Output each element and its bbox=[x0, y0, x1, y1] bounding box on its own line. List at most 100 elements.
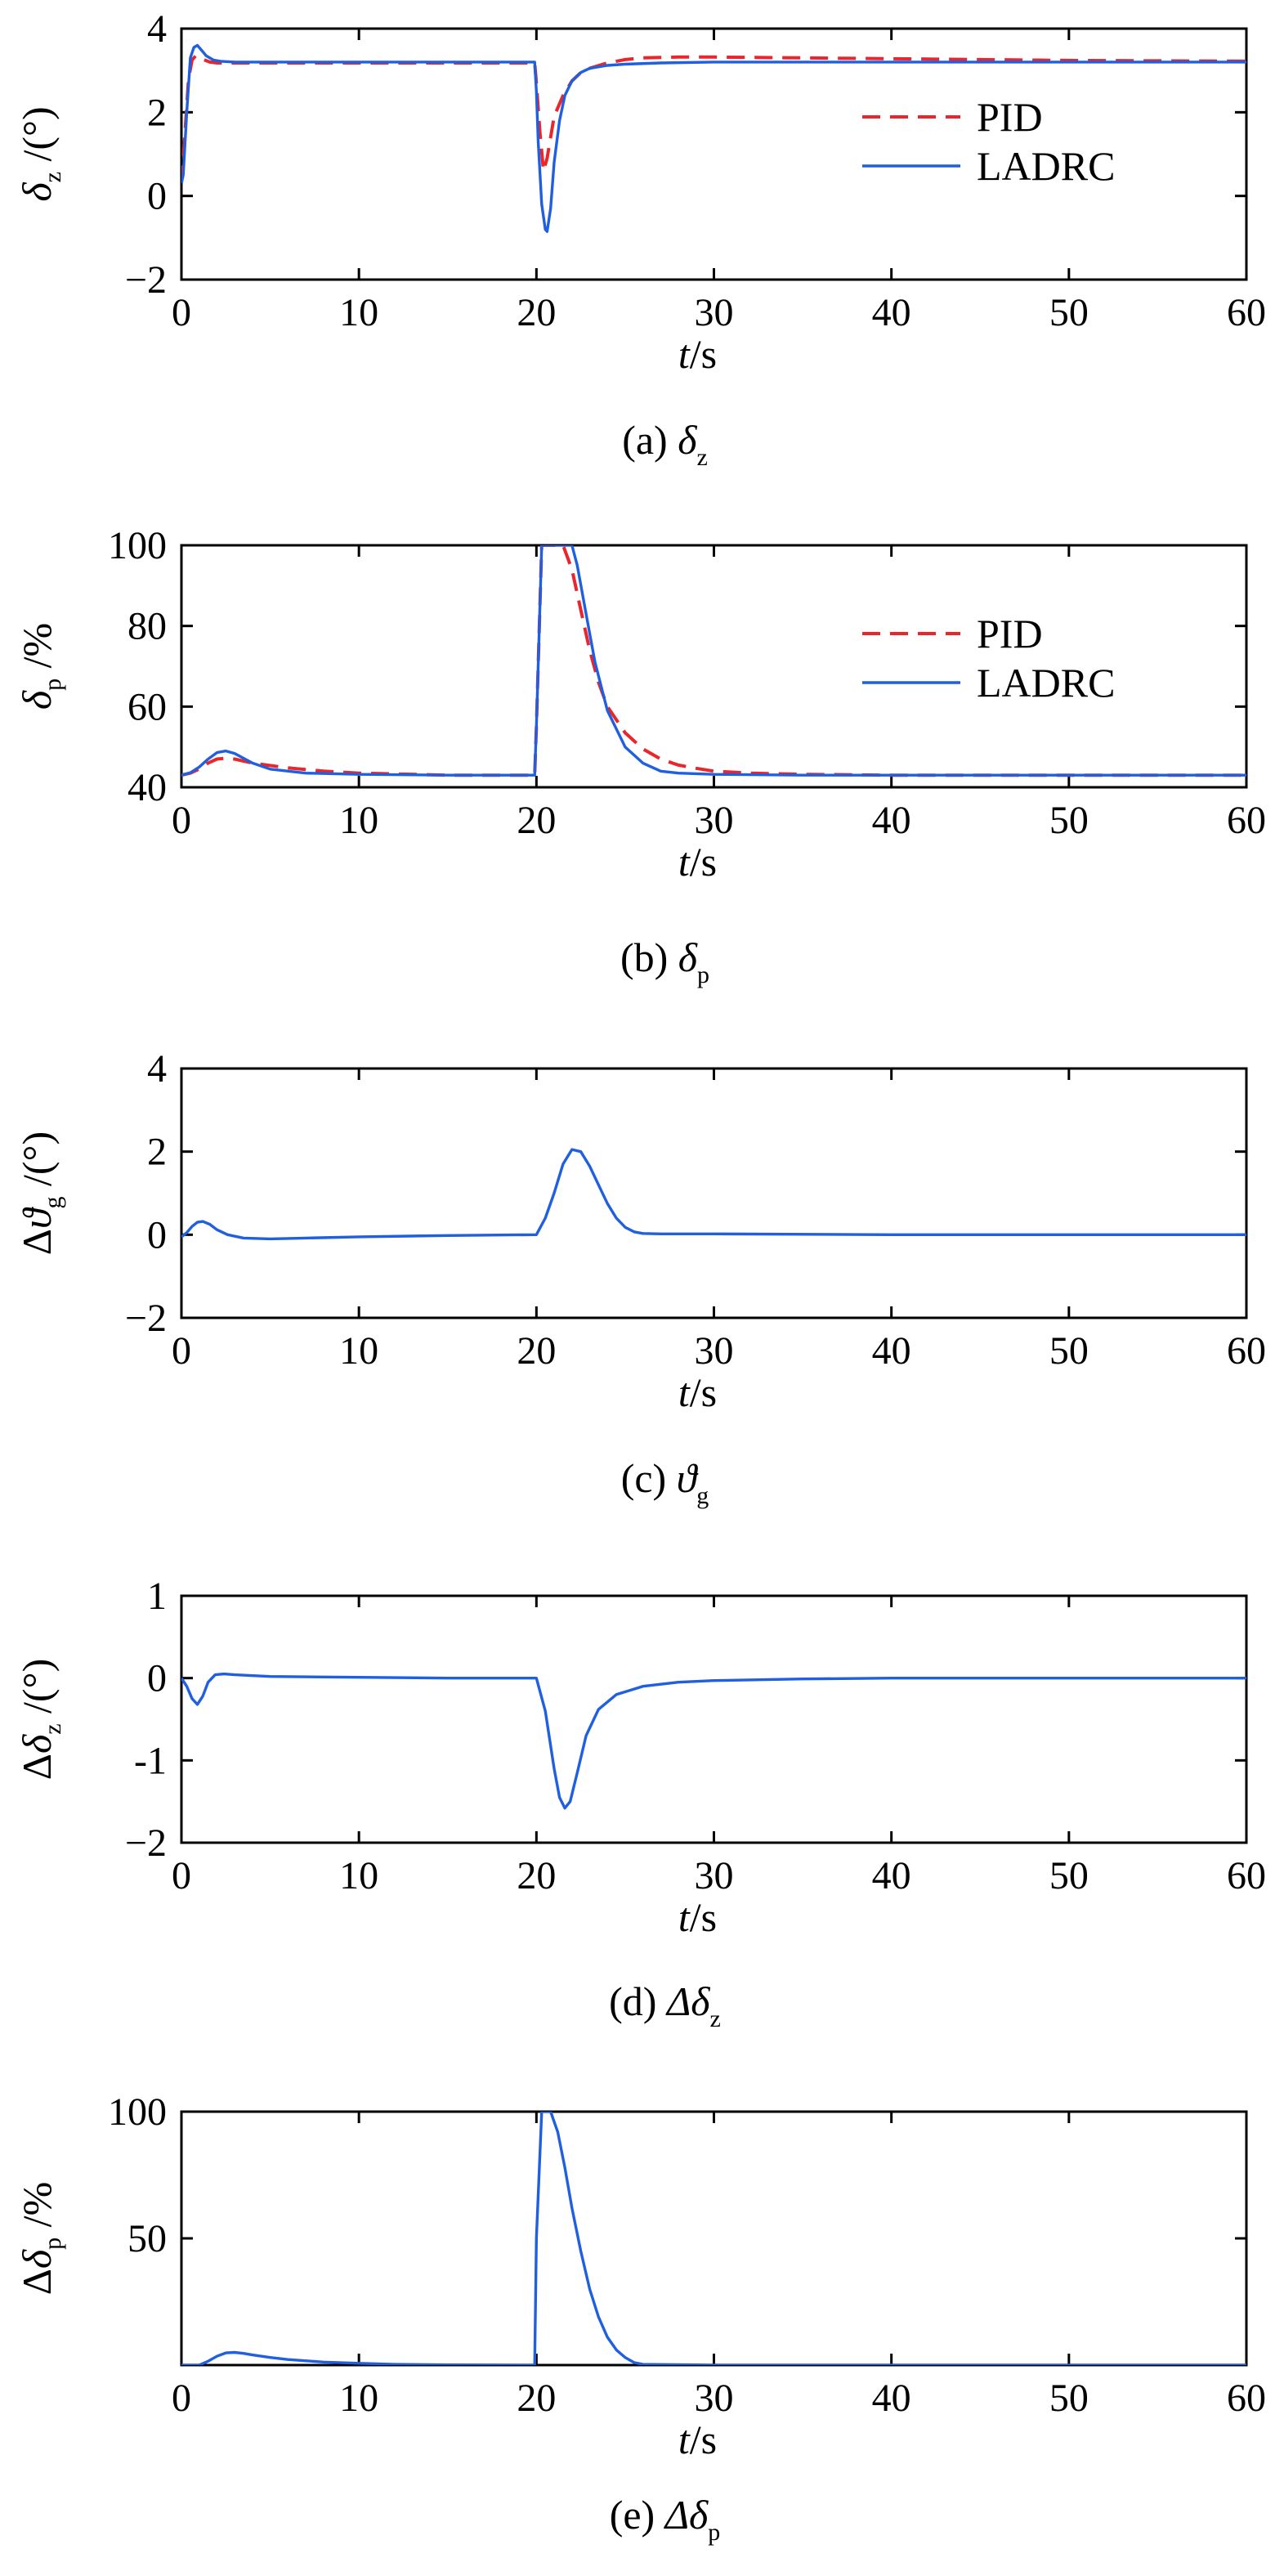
y-axis-unit: /% bbox=[14, 2182, 60, 2238]
x-tick-label: 0 bbox=[172, 291, 191, 334]
x-tick-label: 50 bbox=[1049, 1329, 1089, 1373]
x-tick-label: 50 bbox=[1049, 2377, 1089, 2420]
x-tick-label: 60 bbox=[1227, 799, 1266, 842]
y-axis-unit: /(°) bbox=[14, 1131, 60, 1197]
x-tick-label: 20 bbox=[517, 1329, 556, 1373]
plot-frame bbox=[180, 1067, 1248, 1319]
y-tick-label: 100 bbox=[108, 2090, 167, 2134]
series-line-ladrc bbox=[181, 2112, 1246, 2365]
y-axis-subscript: p bbox=[39, 679, 66, 691]
caption-subscript: z bbox=[696, 444, 707, 471]
y-tick-label: 0 bbox=[147, 175, 167, 218]
y-axis-label: Δδz /(°) bbox=[14, 1659, 66, 1780]
x-tick-label: 50 bbox=[1049, 1854, 1089, 1897]
series-line-ladrc bbox=[181, 545, 1246, 777]
y-axis-label: δz /(°) bbox=[14, 106, 66, 201]
y-axis-subscript: g bbox=[39, 1196, 66, 1208]
series-line-pid bbox=[181, 545, 1246, 777]
y-axis-symbol: δ bbox=[14, 690, 60, 710]
x-tick-label: 40 bbox=[872, 2377, 911, 2420]
legend-label-pid: PID bbox=[977, 611, 1043, 656]
caption-symbol: δ bbox=[678, 417, 697, 463]
x-axis-var: t bbox=[678, 1369, 691, 1415]
y-tick-label: −2 bbox=[125, 1821, 167, 1865]
x-axis-label: t/s bbox=[678, 1894, 717, 1940]
caption-prefix: (a) bbox=[622, 417, 678, 463]
y-tick-label: 2 bbox=[147, 1131, 167, 1174]
y-tick-label: −2 bbox=[125, 1297, 167, 1340]
x-axis-label: t/s bbox=[678, 2417, 717, 2462]
caption-prefix: (b) bbox=[620, 934, 678, 980]
series-line-pid bbox=[181, 54, 1246, 184]
x-tick-label: 40 bbox=[872, 1329, 911, 1373]
y-axis-symbol: δ bbox=[14, 2249, 60, 2269]
x-axis-var: t bbox=[678, 1894, 691, 1940]
caption-subscript: p bbox=[708, 2519, 720, 2546]
series-line-ladrc bbox=[181, 43, 1246, 233]
caption-subscript: z bbox=[710, 2005, 721, 2032]
x-tick-label: 50 bbox=[1049, 799, 1089, 842]
caption-prefix: (d) bbox=[609, 1978, 667, 2024]
x-axis-label: t/s bbox=[678, 331, 717, 377]
y-axis-label: Δϑg /(°) bbox=[14, 1131, 66, 1255]
x-tick-label: 10 bbox=[339, 2377, 378, 2420]
x-tick-label: 20 bbox=[517, 1854, 556, 1897]
x-axis-var: t bbox=[678, 2417, 691, 2462]
x-tick-label: 30 bbox=[695, 2377, 734, 2420]
x-tick-label: 10 bbox=[339, 291, 378, 334]
y-axis-unit: /(°) bbox=[14, 1659, 60, 1724]
caption-symbol: ϑ bbox=[677, 1455, 699, 1501]
series-line-ladrc bbox=[181, 1672, 1246, 1810]
x-axis-unit: /s bbox=[690, 2417, 717, 2462]
x-tick-label: 0 bbox=[172, 1329, 191, 1373]
x-tick-label: 30 bbox=[695, 799, 734, 842]
x-tick-label: 60 bbox=[1227, 291, 1266, 334]
y-tick-label: −2 bbox=[125, 258, 167, 302]
x-axis-var: t bbox=[678, 331, 691, 377]
caption-prefix: (c) bbox=[621, 1455, 677, 1501]
plot-frame bbox=[180, 2110, 1248, 2367]
y-axis-symbol: δ bbox=[14, 1734, 60, 1754]
y-tick-label: 4 bbox=[147, 1047, 167, 1091]
y-tick-label: 1 bbox=[147, 1575, 167, 1618]
y-tick-label: 4 bbox=[147, 7, 167, 51]
panel-caption: (c) ϑg bbox=[621, 1455, 709, 1509]
y-axis-label: δp /% bbox=[14, 623, 66, 710]
x-tick-label: 0 bbox=[172, 799, 191, 842]
x-tick-label: 60 bbox=[1227, 2377, 1266, 2420]
x-axis-unit: /s bbox=[690, 331, 717, 377]
x-tick-label: 60 bbox=[1227, 1854, 1266, 1897]
y-axis-unit: /% bbox=[14, 623, 60, 679]
x-tick-label: 10 bbox=[339, 799, 378, 842]
panel-caption: (b) δp bbox=[620, 934, 709, 988]
y-axis-subscript: z bbox=[39, 172, 66, 182]
y-tick-label: 2 bbox=[147, 91, 167, 134]
x-tick-label: 0 bbox=[172, 1854, 191, 1897]
legend-label-ladrc: LADRC bbox=[977, 660, 1115, 706]
y-axis-prefix: Δ bbox=[14, 2269, 60, 2295]
x-tick-label: 40 bbox=[872, 799, 911, 842]
panel-caption: (d) Δδz bbox=[609, 1978, 721, 2032]
x-tick-label: 50 bbox=[1049, 291, 1089, 334]
x-axis-unit: /s bbox=[690, 1369, 717, 1415]
x-axis-label: t/s bbox=[678, 1369, 717, 1415]
caption-symbol: Δδ bbox=[665, 1978, 710, 2024]
x-tick-label: 10 bbox=[339, 1329, 378, 1373]
y-tick-label: 50 bbox=[128, 2217, 167, 2260]
y-axis-prefix: Δ bbox=[14, 1229, 60, 1255]
x-tick-label: 10 bbox=[339, 1854, 378, 1897]
y-tick-label: 60 bbox=[128, 685, 167, 728]
panel-caption: (a) δz bbox=[622, 417, 708, 471]
y-axis-label: Δδp /% bbox=[14, 2182, 66, 2295]
series-line-ladrc bbox=[181, 1148, 1246, 1241]
x-axis-unit: /s bbox=[690, 1894, 717, 1940]
x-axis-var: t bbox=[678, 839, 691, 885]
y-axis-prefix: Δ bbox=[14, 1754, 60, 1780]
x-tick-label: 20 bbox=[517, 2377, 556, 2420]
x-tick-label: 30 bbox=[695, 1854, 734, 1897]
